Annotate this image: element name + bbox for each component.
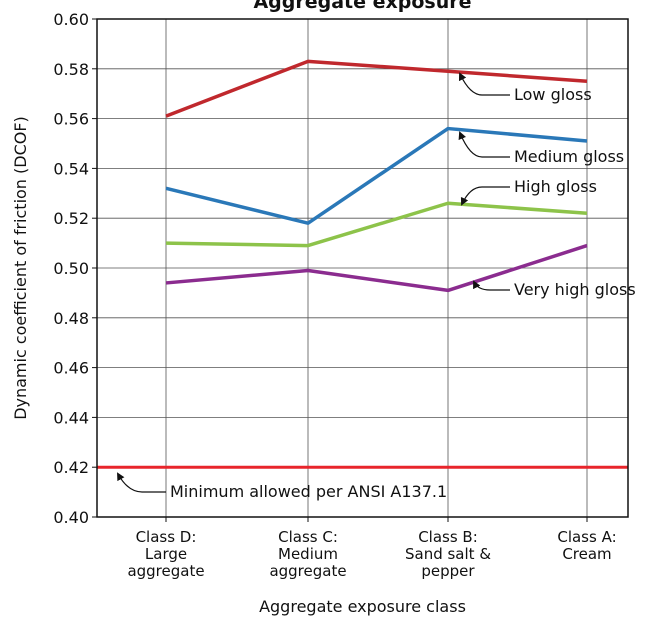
x-category-line: Large [145,545,187,563]
x-category-label: Class A: Cream [557,528,616,563]
chart-title: Aggregate exposure [253,0,471,13]
series-line-high-gloss [165,201,588,248]
leader-arrow [460,186,510,206]
y-tick-label: 0.50 [53,259,89,278]
y-tick-label: 0.56 [53,110,89,129]
series-line-low-gloss [165,59,588,118]
leader-arrow [473,280,510,291]
x-category-line: Class B: [418,528,478,546]
x-category-line: Class D: [136,528,197,546]
y-tick-label: 0.46 [53,359,89,378]
series-label: High gloss [514,177,597,196]
x-category-line: aggregate [127,562,204,580]
series-line-medium-gloss [165,126,588,225]
leader-arrow [117,472,166,493]
x-category-line: Cream [562,545,611,563]
reference-line-label: Minimum allowed per ANSI A137.1 [170,482,447,501]
y-axis-title: Dynamic coefficient of friction (DCOF) [11,116,30,420]
x-category-line: pepper [421,562,475,580]
leader-arrow [458,131,510,158]
y-tick-label: 0.40 [53,508,89,527]
y-tick-label: 0.52 [53,209,89,228]
x-category-label: Class D: Large aggregate [127,528,204,580]
leader-arrow [458,72,510,96]
x-category-line: Sand salt & [405,545,491,563]
series-lines [165,59,588,293]
x-category-label: Class C: Medium aggregate [269,528,346,580]
series-annotations: Low gloss Medium gloss High gloss Very high… [117,72,636,501]
x-category-line: Medium [278,545,338,563]
x-category-line: Class C: [278,528,338,546]
series-label: Very high gloss [514,280,636,299]
y-tick-labels: 0.40 0.42 0.44 0.46 0.48 0.50 0.52 0.54 0.56 0.58… [53,10,97,527]
x-category-line: Class A: [557,528,616,546]
y-tick-label: 0.44 [53,408,89,427]
y-tick-label: 0.48 [53,309,89,328]
series-label: Low gloss [514,85,592,104]
y-tick-label: 0.42 [53,458,89,477]
x-category-label: Class B: Sand salt & pepper [405,528,491,580]
y-tick-label: 0.58 [53,60,89,79]
plot-area-frame [96,18,629,518]
y-tick-label: 0.60 [53,10,89,29]
series-line-very-high-gloss [165,243,588,293]
y-tick-label: 0.54 [53,159,89,178]
x-category-line: aggregate [269,562,346,580]
x-axis-title: Aggregate exposure class [259,597,466,616]
series-label: Medium gloss [514,147,624,166]
